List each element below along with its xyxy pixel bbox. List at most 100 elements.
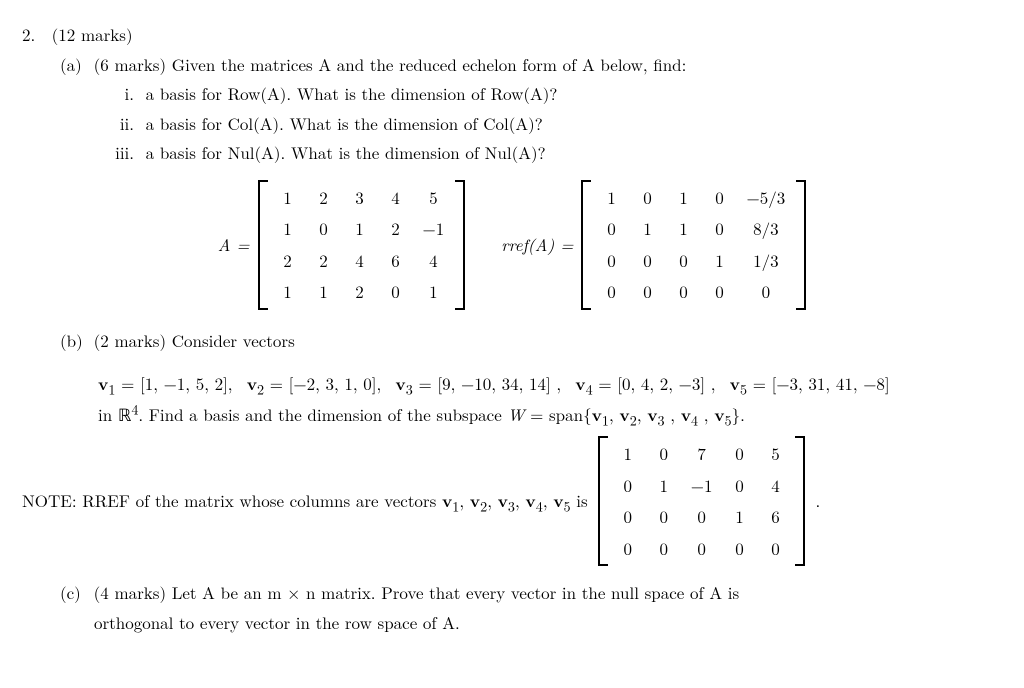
matrix-cell: 0 <box>593 213 629 245</box>
matrix-cell: 0 <box>593 245 629 277</box>
matrix-cell: 3 <box>342 182 378 214</box>
matrix-cell: 0 <box>629 182 665 214</box>
matrix-cell: 1 <box>270 276 306 308</box>
matrix-cell: 0 <box>610 533 646 565</box>
item-ii: ii. a basis for Col(A). What is the dime… <box>106 111 1002 137</box>
part-a-label: (a) <box>60 52 88 78</box>
note-matrix: 1070501−1040001600000 <box>610 438 794 564</box>
matrix-cell: 0 <box>593 276 629 308</box>
part-c-label: (c) <box>60 580 88 606</box>
matrix-cell: 2 <box>342 276 378 308</box>
item-i-num: i. <box>106 81 134 107</box>
matrix-cell: 0 <box>721 438 757 470</box>
matrix-rrefA: 1010−5/301108/300011/300000 <box>593 182 794 308</box>
matrix-cell: 0 <box>629 245 665 277</box>
part-b-prompt: Consider vectors <box>172 328 295 352</box>
item-iii-num: iii. <box>106 140 134 166</box>
part-a-items: i. a basis for Row(A). What is the dimen… <box>106 81 1002 166</box>
matrix-block-a: A = 123451012−12246411201 rref(A) = 1010… <box>22 180 1002 310</box>
matrix-cell: 1 <box>629 213 665 245</box>
matrix-cell: 0 <box>737 276 794 308</box>
matrix-cell: 1 <box>701 245 737 277</box>
item-ii-text: a basis for Col(A). What is the dimensio… <box>146 111 543 135</box>
matrix-A-wrap: A = 123451012−12246411201 <box>218 180 466 310</box>
matrix-cell: −1 <box>414 213 454 245</box>
matrix-cell: 2 <box>270 245 306 277</box>
bracket-right <box>795 436 805 566</box>
space-line: in ℝ4. Find a basis and the dimension of… <box>98 402 1002 429</box>
part-a-header: (a) (6 marks) Given the matrices A and t… <box>60 52 1002 78</box>
part-c-line2: orthogonal to every vector in the row sp… <box>94 610 1002 636</box>
matrix-cell: 0 <box>665 276 701 308</box>
matrix-cell: 0 <box>646 438 682 470</box>
matrix-cell: 4 <box>378 182 414 214</box>
matrix-cell: 1 <box>306 276 342 308</box>
matrix-cell: 1 <box>342 213 378 245</box>
note-period: . <box>815 488 820 514</box>
part-b-label: (b) <box>60 328 88 354</box>
note-row: NOTE: RREF of the matrix whose columns a… <box>22 436 1002 566</box>
matrix-cell: 1 <box>665 182 701 214</box>
matrix-cell: 0 <box>378 276 414 308</box>
matrix-cell: 1/3 <box>737 245 794 277</box>
item-iii-text: a basis for Nul(A). What is the dimensio… <box>146 140 546 164</box>
matrix-A: 123451012−12246411201 <box>270 182 454 308</box>
item-iii: iii. a basis for Nul(A). What is the dim… <box>106 140 1002 166</box>
matrix-cell: 1 <box>646 470 682 502</box>
note-prefix: NOTE: RREF of the matrix whose columns a… <box>22 488 588 515</box>
matrix-cell: 6 <box>378 245 414 277</box>
matrix-cell: 7 <box>682 438 722 470</box>
question-header: 2. (12 marks) <box>22 22 1002 48</box>
matrix-cell: 0 <box>757 533 793 565</box>
matrix-cell: 2 <box>306 245 342 277</box>
part-b-marks: (2 marks) <box>94 328 166 352</box>
bracket-left <box>581 180 591 310</box>
matrix-cell: 0 <box>721 470 757 502</box>
matrix-cell: 1 <box>610 438 646 470</box>
matrix-cell: 4 <box>757 470 793 502</box>
note-matrix-wrap: 1070501−1040001600000 <box>598 436 806 566</box>
matrix-cell: 0 <box>306 213 342 245</box>
part-c-line1: (c) (4 marks) Let A be an m × n matrix. … <box>60 580 1002 606</box>
matrix-cell: 5 <box>414 182 454 214</box>
matrix-cell: 4 <box>342 245 378 277</box>
matrix-cell: 8/3 <box>737 213 794 245</box>
matrix-cell: −5/3 <box>737 182 794 214</box>
item-i-text: a basis for Row(A). What is the dimensio… <box>146 81 558 105</box>
matrix-rref-wrap: rref(A) = 1010−5/301108/300011/300000 <box>501 180 806 310</box>
bracket-left <box>598 436 608 566</box>
matrix-cell: 0 <box>610 501 646 533</box>
matrix-cell: 0 <box>701 276 737 308</box>
part-b-header: (b) (2 marks) Consider vectors <box>60 328 1002 354</box>
bracket-right <box>796 180 806 310</box>
matrix-cell: −1 <box>682 470 722 502</box>
bracket-right <box>455 180 465 310</box>
matrix-cell: 1 <box>414 276 454 308</box>
matrix-rref-label: rref(A) = <box>501 232 573 258</box>
matrix-cell: 6 <box>757 501 793 533</box>
matrix-cell: 0 <box>701 182 737 214</box>
matrix-cell: 0 <box>646 501 682 533</box>
matrix-cell: 1 <box>665 213 701 245</box>
matrix-cell: 0 <box>629 276 665 308</box>
matrix-cell: 1 <box>593 182 629 214</box>
vectors-line: v1 = [1, −1, 5, 2], v2 = [−2, 3, 1, 0], … <box>98 371 1002 398</box>
part-c-text1: Let A be an m × n matrix. Prove that eve… <box>172 580 739 604</box>
part-a-marks: (6 marks) <box>94 52 166 76</box>
item-i: i. a basis for Row(A). What is the dimen… <box>106 81 1002 107</box>
matrix-cell: 0 <box>682 533 722 565</box>
bracket-left <box>258 180 268 310</box>
matrix-cell: 1 <box>270 182 306 214</box>
matrix-cell: 0 <box>610 470 646 502</box>
matrix-cell: 5 <box>757 438 793 470</box>
matrix-cell: 2 <box>306 182 342 214</box>
matrix-cell: 1 <box>721 501 757 533</box>
matrix-cell: 1 <box>270 213 306 245</box>
matrix-cell: 0 <box>646 533 682 565</box>
item-ii-num: ii. <box>106 111 134 137</box>
matrix-A-label: A = <box>218 232 250 258</box>
question-number: 2. <box>22 22 46 48</box>
matrix-cell: 0 <box>721 533 757 565</box>
matrix-cell: 2 <box>378 213 414 245</box>
matrix-cell: 0 <box>682 501 722 533</box>
